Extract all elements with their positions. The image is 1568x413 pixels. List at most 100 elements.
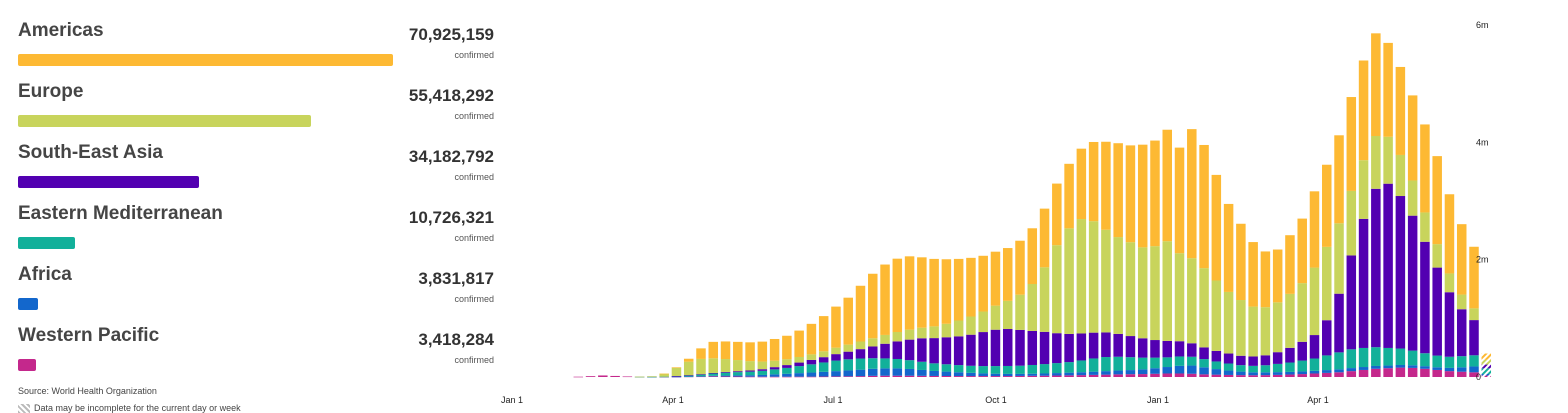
bar-segment: [1027, 375, 1038, 377]
bar-segment: [1407, 215, 1418, 351]
bar-segment: [769, 376, 780, 378]
bar-segment: [843, 297, 853, 345]
bar-segment: [1174, 365, 1185, 374]
bar-segment: [1076, 372, 1087, 376]
bar-segment: [1346, 190, 1357, 256]
bar-segment: [1469, 366, 1479, 373]
region-total-bar: [18, 115, 311, 127]
bar-segment: [978, 255, 988, 312]
region-row[interactable]: Europe 55,418,292 confirmed: [18, 81, 494, 142]
bar-segment: [671, 376, 682, 377]
y-axis-tick-label: 2m: [1476, 255, 1489, 265]
bar-segment: [1444, 194, 1455, 274]
bar-segment: [733, 341, 743, 361]
bar-segment: [1285, 293, 1295, 348]
bar-segment: [990, 251, 1001, 306]
bar-segment: [855, 349, 866, 359]
hatched-segment: [1481, 373, 1492, 376]
bar-segment: [1223, 363, 1234, 371]
bar-segment: [1322, 370, 1332, 373]
bar-segment: [1064, 228, 1074, 334]
bar-segment: [806, 364, 817, 373]
bar-segment: [1052, 183, 1062, 246]
bar-segment: [1101, 374, 1111, 377]
bar-segment: [1260, 372, 1271, 376]
bar-segment: [696, 374, 706, 375]
bar-segment: [1285, 347, 1295, 363]
bar-segment: [1322, 164, 1332, 247]
bar-segment: [647, 376, 657, 377]
bar-segment: [904, 329, 915, 340]
bar-segment: [1187, 365, 1197, 374]
bar-segment: [1174, 373, 1185, 377]
bar-segment: [622, 376, 633, 378]
bar-segment: [696, 348, 706, 359]
bar-segment: [757, 361, 768, 370]
bar-segment: [1420, 368, 1430, 377]
bar-segment: [1027, 373, 1038, 376]
bar-segment: [966, 372, 976, 377]
bar-segment: [1039, 331, 1050, 365]
bar-segment: [1407, 367, 1418, 377]
bar-segment: [1052, 375, 1062, 377]
bar-segment: [941, 323, 952, 338]
bar-segment: [1383, 42, 1393, 137]
bar-segment: [757, 370, 768, 375]
bar-segment: [769, 374, 780, 377]
bar-segment: [806, 372, 817, 377]
region-name: Africa: [18, 264, 72, 285]
bar-segment: [1113, 143, 1123, 238]
bar-segment: [1125, 145, 1136, 243]
bar-segment: [818, 376, 829, 378]
bar-segment: [1211, 369, 1222, 375]
bar-segment: [1162, 357, 1172, 368]
bar-segment: [1039, 375, 1050, 377]
bar-segment: [917, 369, 927, 376]
bar-segment: [1015, 329, 1025, 366]
bar-segment: [1125, 242, 1136, 337]
bar-segment: [1162, 373, 1172, 377]
bar-segment: [733, 375, 743, 377]
bar-segment: [1088, 374, 1099, 377]
bar-segment: [1248, 242, 1258, 307]
region-row[interactable]: Western Pacific 3,418,284 confirmed: [18, 325, 494, 386]
region-row[interactable]: Africa 3,831,817 confirmed: [18, 264, 494, 325]
bar-segment: [1113, 237, 1123, 334]
hatched-segment: [1481, 375, 1492, 377]
bar-segment: [818, 357, 829, 363]
bar-segment: [941, 364, 952, 372]
bar-segment: [794, 373, 804, 377]
incomplete-week-bar: [1481, 353, 1492, 377]
bar-segment: [1346, 371, 1357, 377]
region-row[interactable]: South-East Asia 34,182,792 confirmed: [18, 142, 494, 203]
bar-segment: [1469, 355, 1479, 367]
bar-segment: [1383, 347, 1393, 366]
region-count-unit: confirmed: [454, 233, 494, 243]
bar-segment: [831, 376, 841, 378]
bar-segment: [659, 373, 669, 377]
region-row[interactable]: Eastern Mediterranean 10,726,321 confirmed: [18, 203, 494, 264]
region-name: Western Pacific: [18, 325, 160, 346]
bar-segment: [868, 346, 878, 359]
bar-segment: [831, 360, 841, 372]
bar-segment: [1383, 183, 1393, 348]
bar-segment: [1187, 356, 1197, 366]
bar-segment: [1015, 365, 1025, 374]
bar-segment: [1002, 365, 1013, 374]
bar-segment: [855, 358, 866, 370]
bar-segment: [1309, 373, 1320, 377]
region-name: Americas: [18, 20, 104, 41]
bar-segment: [1002, 329, 1013, 366]
bar-segment: [843, 344, 853, 352]
bar-segment: [1199, 347, 1209, 360]
bar-segment: [794, 366, 804, 374]
bar-segment: [1002, 248, 1013, 301]
bar-segment: [720, 376, 731, 378]
bar-segment: [1211, 350, 1222, 362]
bar-segment: [1113, 333, 1123, 357]
bar-segment: [1420, 124, 1430, 213]
region-row[interactable]: Americas 70,925,159 confirmed: [18, 20, 494, 81]
bar-segment: [769, 367, 780, 370]
region-confirmed-count: 70,925,159: [408, 25, 494, 44]
bar-segment: [585, 376, 596, 377]
